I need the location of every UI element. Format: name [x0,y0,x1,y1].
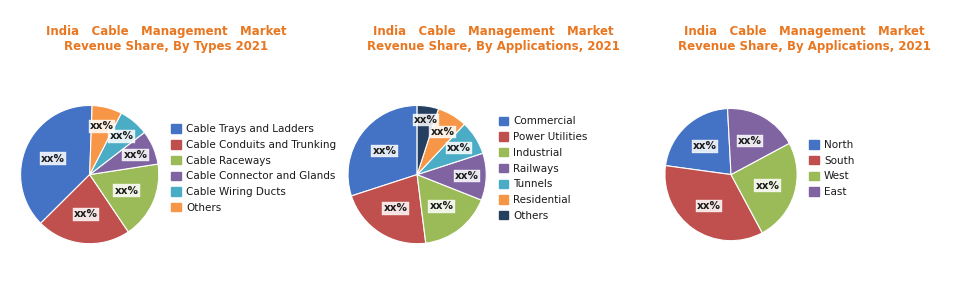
Wedge shape [90,132,158,175]
Legend: Cable Trays and Ladders, Cable Conduits and Trunking, Cable Raceways, Cable Conn: Cable Trays and Ladders, Cable Conduits … [171,124,336,213]
Text: xx%: xx% [693,141,717,151]
Text: xx%: xx% [91,121,115,132]
Text: xx%: xx% [430,127,455,137]
Wedge shape [417,124,482,175]
Text: xx%: xx% [123,150,147,160]
Text: xx%: xx% [738,136,762,146]
Wedge shape [731,143,797,233]
Text: xx%: xx% [455,171,479,181]
Wedge shape [417,109,464,175]
Wedge shape [417,175,482,243]
Text: xx%: xx% [447,143,471,153]
Text: xx%: xx% [383,203,407,213]
Text: xx%: xx% [110,131,134,141]
Text: xx%: xx% [697,201,721,211]
Wedge shape [20,105,92,223]
Text: xx%: xx% [41,154,65,163]
Wedge shape [665,109,731,175]
Wedge shape [664,166,763,241]
Wedge shape [40,175,128,244]
Text: xx%: xx% [373,146,397,156]
Wedge shape [90,164,159,232]
Legend: Commercial, Power Utilities, Industrial, Railways, Tunnels, Residential, Others: Commercial, Power Utilities, Industrial,… [499,116,587,221]
Text: xx%: xx% [74,209,98,219]
Legend: North, South, West, East: North, South, West, East [809,140,854,197]
Wedge shape [417,105,438,175]
Wedge shape [90,113,144,175]
Wedge shape [417,153,486,200]
Wedge shape [90,106,121,175]
Text: India   Cable   Management   Market
Revenue Share, By Types 2021: India Cable Management Market Revenue Sh… [46,25,286,53]
Text: India   Cable   Management   Market
Revenue Share, By Applications, 2021: India Cable Management Market Revenue Sh… [678,25,930,53]
Text: xx%: xx% [414,115,438,125]
Wedge shape [728,108,790,175]
Text: xx%: xx% [756,181,780,191]
Text: xx%: xx% [429,201,454,211]
Text: xx%: xx% [115,186,139,196]
Wedge shape [348,105,417,196]
Wedge shape [351,175,426,244]
Text: India   Cable   Management   Market
Revenue Share, By Applications, 2021: India Cable Management Market Revenue Sh… [367,25,620,53]
